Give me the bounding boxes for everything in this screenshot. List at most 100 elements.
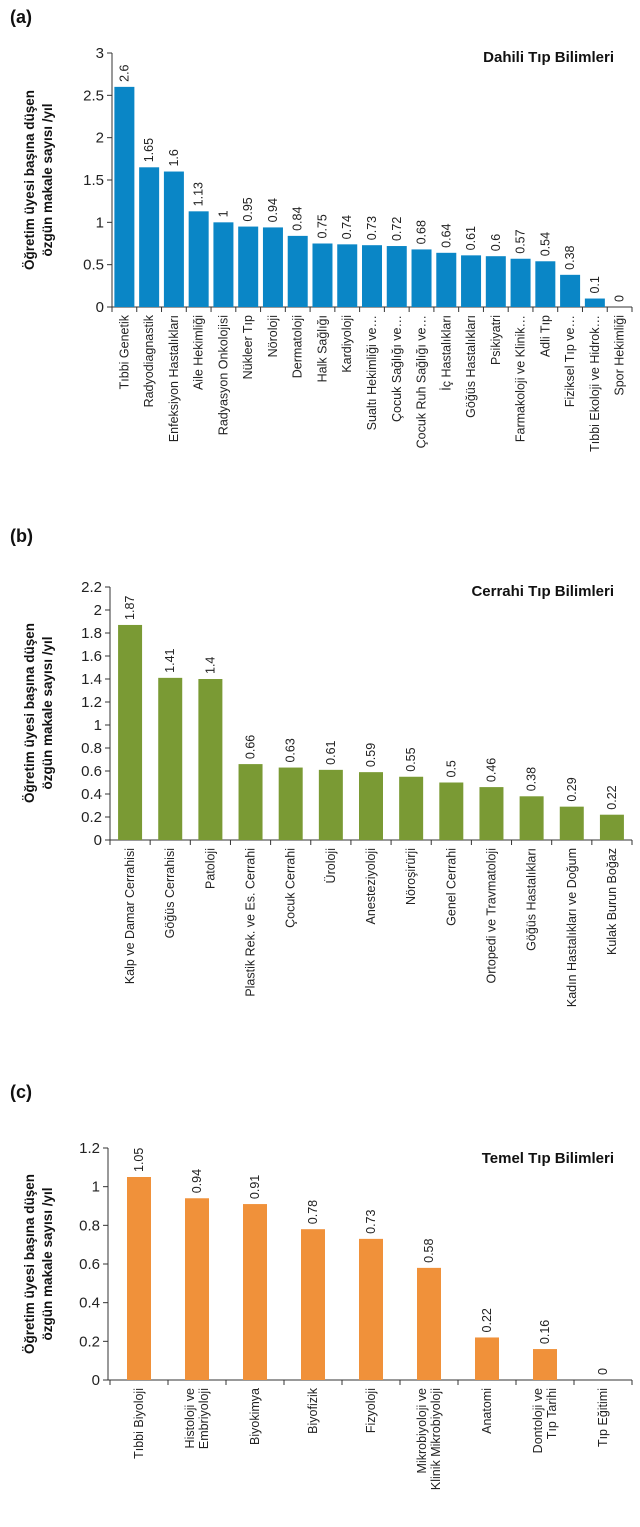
x-tick-label: Anesteziyoloji <box>364 848 378 924</box>
y-axis-label: özgün makale sayısı /yıl <box>40 103 55 256</box>
data-label: 0.75 <box>315 214 329 238</box>
bar <box>318 769 343 840</box>
y-tick-label: 0 <box>92 1372 100 1389</box>
panel-label: (c) <box>10 1082 32 1102</box>
bar <box>127 1177 151 1380</box>
data-label: 1.87 <box>123 596 137 620</box>
x-tick-label: Dontoloji ve <box>531 1388 545 1453</box>
x-tick-label: Fiziksel Tıp ve… <box>563 315 577 407</box>
bar <box>560 274 581 307</box>
bar <box>301 1229 325 1380</box>
data-label: 0.38 <box>563 245 577 269</box>
x-tick-label: Çocuk Cerrahi <box>284 848 298 928</box>
bar <box>386 246 407 307</box>
x-tick-label: Tıbbi Ekoloji ve Hidrok… <box>588 315 602 452</box>
bar <box>188 211 209 307</box>
bar <box>262 227 283 307</box>
chart-title: Cerrahi Tıp Bilimleri <box>471 583 614 600</box>
y-tick-label: 2 <box>94 602 102 619</box>
data-label: 0.73 <box>365 216 379 240</box>
y-tick-label: 0.4 <box>81 786 102 803</box>
x-tick-label: Fizyoloji <box>364 1388 378 1433</box>
data-label: 0.58 <box>422 1238 436 1262</box>
data-label: 0.84 <box>291 207 305 231</box>
x-tick-label: Embriyoloji <box>197 1388 211 1449</box>
data-label: 0.78 <box>306 1200 320 1224</box>
bar <box>417 1267 441 1380</box>
bar <box>114 86 135 307</box>
panel-label: (b) <box>10 526 33 546</box>
bar <box>158 677 183 840</box>
x-tick-label: Üroloji <box>324 848 338 883</box>
bar <box>238 764 263 840</box>
data-label: 0 <box>596 1368 610 1375</box>
x-tick-label: Tıp Eğitimi <box>596 1388 610 1447</box>
data-label: 0.63 <box>284 738 298 762</box>
bar <box>533 1349 557 1380</box>
x-tick-label: Nöroloji <box>266 315 280 357</box>
y-tick-label: 2 <box>96 130 104 147</box>
bar <box>599 814 624 840</box>
bar <box>163 171 184 307</box>
data-label: 1.41 <box>163 648 177 672</box>
bar <box>479 787 504 840</box>
data-label: 1.13 <box>192 182 206 206</box>
x-tick-label: Sualtı Hekimliği ve… <box>365 315 379 430</box>
x-tick-label: Spor Hekimliği <box>613 315 627 396</box>
bar <box>399 776 424 840</box>
bar <box>584 298 605 307</box>
x-tick-label: Çocuk Sağlığı ve… <box>390 315 404 422</box>
y-tick-label: 2.2 <box>81 579 102 596</box>
data-label: 1.05 <box>132 1148 146 1172</box>
x-tick-label: Biyokimya <box>248 1388 262 1445</box>
bar <box>485 256 506 307</box>
data-label: 0.55 <box>404 747 418 771</box>
bar <box>411 249 432 307</box>
x-tick-label: Halk Sağlığı <box>315 315 329 382</box>
x-tick-label: Kadın Hastalıkları ve Doğum <box>565 848 579 1007</box>
bar <box>475 1337 499 1380</box>
x-tick-label: Klinik Mikrobiyoloji <box>429 1388 443 1490</box>
chart-title: Dahili Tıp Bilimleri <box>483 49 614 66</box>
bar <box>139 167 160 307</box>
y-axis-label: Öğretim üyesi başına düşen <box>22 623 37 803</box>
bar <box>337 244 358 307</box>
y-tick-label: 1.2 <box>79 1140 100 1157</box>
x-tick-label: Göğüs Cerrahisi <box>163 848 177 938</box>
bar <box>118 624 143 840</box>
y-tick-label: 1.6 <box>81 648 102 665</box>
y-tick-label: 0.6 <box>81 763 102 780</box>
y-axis-label: özgün makale sayısı /yıl <box>40 1187 55 1340</box>
x-tick-label: Tıbbi Biyoloji <box>132 1388 146 1459</box>
y-tick-label: 1.2 <box>81 694 102 711</box>
data-label: 0.1 <box>588 276 602 293</box>
bar <box>519 796 544 840</box>
data-label: 0.68 <box>415 220 429 244</box>
y-tick-label: 3 <box>96 45 104 62</box>
y-tick-label: 0.4 <box>79 1295 100 1312</box>
bar <box>359 772 383 840</box>
data-label: 0.54 <box>538 232 552 256</box>
y-tick-label: 1 <box>92 1179 100 1196</box>
bar <box>287 235 308 307</box>
data-label: 0.57 <box>514 229 528 253</box>
bar <box>461 255 482 307</box>
x-tick-label: Nükleer Tıp <box>241 315 255 379</box>
data-label: 0.73 <box>364 1209 378 1233</box>
x-tick-label: Tıbbi Genetik <box>117 314 131 389</box>
bar <box>278 767 303 840</box>
y-tick-label: 0.5 <box>83 257 104 274</box>
data-label: 0.95 <box>241 197 255 221</box>
y-tick-label: 1.5 <box>83 172 104 189</box>
chart-title: Temel Tıp Bilimleri <box>482 1150 614 1167</box>
x-tick-label: İç Hastalıkları <box>439 315 453 391</box>
x-tick-label: Adli Tıp <box>538 315 552 357</box>
y-tick-label: 0.6 <box>79 1256 100 1273</box>
x-tick-label: Kalp ve Damar Cerrahisi <box>123 848 137 984</box>
x-tick-label: Kardiyoloji <box>340 315 354 373</box>
bar <box>359 1238 383 1380</box>
y-tick-label: 0.8 <box>79 1217 100 1234</box>
data-label: 0.74 <box>340 215 354 239</box>
data-label: 0.61 <box>324 740 338 764</box>
